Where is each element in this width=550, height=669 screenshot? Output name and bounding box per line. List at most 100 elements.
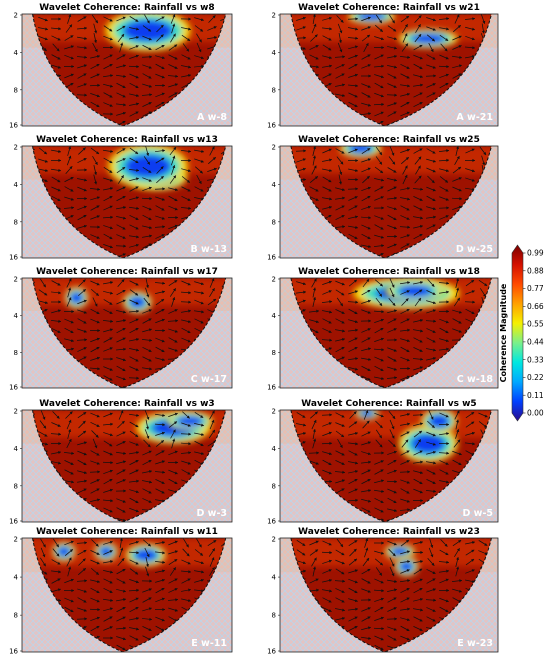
panel-title: Wavelet Coherence: Rainfall vs w18: [298, 267, 480, 277]
y-tick-label: 16: [9, 648, 18, 656]
y-tick-label: 8: [272, 482, 276, 490]
y-tick-label: 2: [14, 276, 18, 284]
panel-label: A w-21: [456, 112, 493, 123]
colorbar-tick-label: 0.11: [527, 391, 544, 400]
y-tick-label: 8: [14, 86, 18, 94]
y-tick-label: 8: [14, 349, 18, 357]
panel-label: C w-17: [191, 374, 227, 385]
y-tick-label: 2: [14, 408, 18, 416]
panel-title: Wavelet Coherence: Rainfall vs w23: [298, 527, 480, 537]
panel-frame: [21, 277, 233, 389]
low-coherence-region: [108, 146, 188, 189]
coherence-panel: Wavelet Coherence: Rainfall vs w5 2 4 8 16 D …: [267, 399, 499, 526]
y-tick-label: 8: [272, 349, 276, 357]
panel-label: E w-11: [191, 638, 227, 649]
y-tick-label: 16: [9, 122, 18, 130]
colorbar-tick-label: 0.22: [527, 373, 544, 382]
panel-title: Wavelet Coherence: Rainfall vs w25: [298, 135, 480, 145]
y-tick-label: 16: [267, 122, 276, 130]
y-tick-label: 16: [9, 518, 18, 526]
low-coherence-region: [398, 29, 458, 49]
colorbar: 0.00 0.11 0.22 0.33 0.44 0.55 0.66 0.77 0.88 0.99…: [499, 244, 544, 422]
y-tick-label: 2: [272, 144, 276, 152]
coherence-panel: Wavelet Coherence: Rainfall vs w18 2 4 8 16 C…: [267, 267, 499, 392]
cone-of-influence-line: [290, 14, 492, 126]
panel-frame: [279, 409, 499, 523]
low-coherence-region: [421, 410, 457, 434]
low-coherence-region: [394, 556, 419, 577]
y-tick-label: 16: [9, 384, 18, 392]
colorbar-tick-label: 0.88: [527, 266, 544, 275]
panel-frame: [21, 409, 233, 523]
panel-frame: [21, 13, 233, 127]
cone-of-influence-line: [290, 146, 492, 258]
panel-title: Wavelet Coherence: Rainfall vs w13: [36, 135, 218, 145]
y-tick-label: 16: [267, 518, 276, 526]
y-tick-label: 2: [272, 408, 276, 416]
panels-layer: Wavelet Coherence: Rainfall vs w8 2 4 8 16 A …: [9, 3, 499, 656]
coherence-panel: Wavelet Coherence: Rainfall vs w17 2 4 8 16 C…: [9, 267, 233, 392]
colorbar-tick-label: 0.99: [527, 249, 544, 258]
y-tick-label: 2: [272, 536, 276, 544]
panel-frame: [21, 537, 233, 653]
y-tick-label: 8: [272, 86, 276, 94]
y-tick-label: 16: [9, 254, 18, 262]
colorbar-tick-label: 0.77: [527, 284, 544, 293]
y-tick-label: 8: [272, 218, 276, 226]
panel-label: E w-23: [457, 638, 493, 649]
panel-label: B w-13: [191, 244, 228, 255]
coherence-panel: Wavelet Coherence: Rainfall vs w25 2 4 8 16 D…: [267, 135, 499, 262]
panel-frame: [279, 145, 499, 259]
panel-title: Wavelet Coherence: Rainfall vs w3: [39, 399, 214, 409]
coherence-panel: Wavelet Coherence: Rainfall vs w3 2 4 8 16 D …: [9, 399, 233, 526]
y-tick-label: 4: [14, 49, 19, 57]
y-tick-label: 2: [14, 144, 18, 152]
coherence-panel: Wavelet Coherence: Rainfall vs w23 2 4 8 16 E…: [267, 527, 499, 656]
y-tick-label: 16: [267, 648, 276, 656]
y-tick-label: 4: [272, 49, 277, 57]
panel-title: Wavelet Coherence: Rainfall vs w8: [39, 3, 214, 13]
panel-frame: [279, 13, 499, 127]
panel-title: Wavelet Coherence: Rainfall vs w11: [36, 527, 218, 537]
panel-frame: [21, 145, 233, 259]
cone-of-influence-line: [290, 538, 492, 652]
y-tick-label: 4: [14, 312, 19, 320]
y-tick-label: 16: [267, 384, 276, 392]
y-tick-label: 4: [14, 445, 19, 453]
y-tick-label: 2: [272, 12, 276, 20]
y-tick-label: 2: [14, 536, 18, 544]
colorbar-tick-label: 0.66: [527, 302, 544, 311]
colorbar-tick-label: 0.44: [527, 337, 544, 346]
y-tick-label: 4: [14, 181, 19, 189]
colorbar-body: [511, 244, 524, 422]
coherence-panel: Wavelet Coherence: Rainfall vs w11 2 4 8 16 E…: [9, 527, 233, 656]
y-tick-label: 4: [272, 445, 277, 453]
panel-frame: [279, 277, 499, 389]
low-coherence-region: [126, 543, 166, 567]
y-tick-label: 2: [272, 276, 276, 284]
low-coherence-region: [123, 291, 152, 313]
panel-label: D w-5: [462, 508, 493, 519]
panel-label: D w-3: [196, 508, 227, 519]
panel-title: Wavelet Coherence: Rainfall vs w5: [301, 399, 476, 409]
y-tick-label: 2: [14, 12, 18, 20]
low-coherence-region: [105, 14, 191, 52]
low-coherence-region: [94, 542, 118, 562]
low-coherence-region: [385, 280, 445, 302]
y-tick-label: 8: [14, 482, 18, 490]
low-coherence-region: [385, 543, 415, 560]
colorbar-tick-label: 0.55: [527, 320, 544, 329]
coherence-panel: Wavelet Coherence: Rainfall vs w21 2 4 8 16 A…: [267, 3, 499, 130]
y-tick-label: 4: [272, 574, 277, 582]
coherence-panel: Wavelet Coherence: Rainfall vs w13 2 4 8 16 B…: [9, 135, 233, 262]
panel-label: D w-25: [456, 244, 493, 255]
colorbar-tick-label: 0.33: [527, 355, 544, 364]
y-tick-label: 8: [14, 612, 18, 620]
y-tick-label: 4: [272, 181, 277, 189]
panel-title: Wavelet Coherence: Rainfall vs w17: [36, 267, 218, 277]
colorbar-ticks: 0.00 0.11 0.22 0.33 0.44 0.55 0.66 0.77 0.88 0.99: [523, 249, 544, 418]
panel-label: C w-18: [457, 374, 494, 385]
panel-frame: [279, 537, 499, 653]
panel-label: A w-8: [197, 112, 227, 123]
